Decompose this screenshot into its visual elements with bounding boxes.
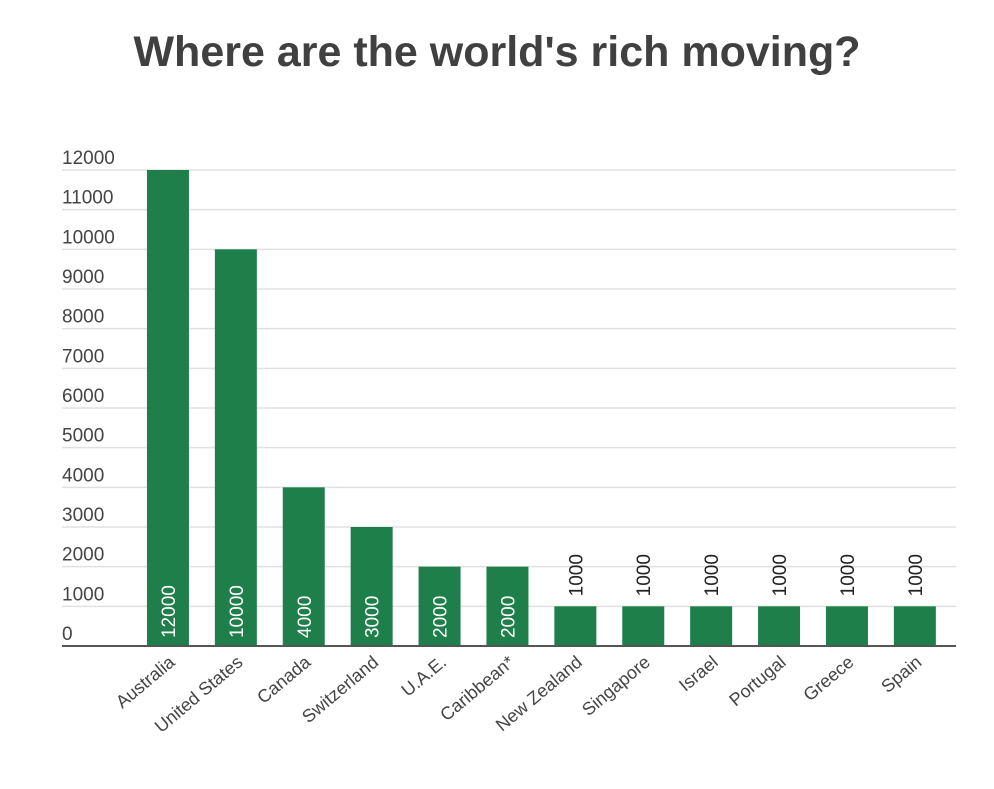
data-label: 1000 (770, 554, 791, 596)
bar (350, 527, 393, 646)
x-category-label: Spain (877, 652, 925, 697)
y-tick-label: 3000 (62, 505, 104, 526)
y-tick-label: 7000 (62, 346, 104, 367)
bar (554, 606, 597, 646)
y-tick-label: 9000 (62, 267, 104, 288)
x-category-label: Greece (799, 652, 857, 705)
x-category-label: Portugal (725, 652, 789, 710)
data-labels: 12000 10000 4000 3000 2000 2000 1000 1000 1000 10… (159, 554, 927, 638)
y-tick-label: 4000 (62, 465, 104, 486)
data-label: 1000 (634, 554, 655, 596)
chart-title: Where are the world's rich moving? (133, 28, 861, 76)
bar (146, 170, 189, 646)
data-label: 2000 (431, 596, 452, 638)
bar (622, 606, 665, 646)
y-axis-ticks: 0 1000 2000 3000 4000 5000 6000 7000 8000 9000 100… (62, 148, 115, 645)
bar (690, 606, 733, 646)
data-label: 4000 (295, 596, 316, 638)
data-label: 10000 (227, 585, 248, 638)
data-label: 1000 (702, 554, 723, 596)
y-tick-label: 6000 (62, 386, 104, 407)
data-label: 3000 (363, 596, 384, 638)
bars (146, 170, 936, 647)
bar (758, 606, 801, 646)
bar (418, 566, 461, 646)
bar (893, 606, 936, 646)
bar (486, 566, 529, 646)
y-tick-label: 8000 (62, 307, 104, 328)
y-tick-label: 5000 (62, 426, 104, 447)
y-tick-label: 2000 (62, 545, 104, 566)
x-category-label: U.A.E. (397, 652, 450, 701)
x-category-label: Israel (675, 652, 722, 696)
gridlines (62, 169, 956, 608)
data-label: 12000 (159, 585, 180, 638)
bar (282, 487, 325, 646)
y-tick-label: 0 (62, 624, 73, 645)
data-label: 1000 (838, 554, 859, 596)
y-tick-label: 11000 (62, 188, 113, 209)
x-category-label: Canada (253, 651, 315, 707)
data-label: 2000 (498, 596, 519, 638)
x-category-label: Singapore (578, 652, 654, 720)
bar (214, 249, 257, 647)
bar (825, 606, 868, 646)
x-category-label: Australia (112, 651, 179, 712)
y-tick-label: 10000 (62, 227, 115, 248)
data-label: 1000 (566, 554, 587, 596)
y-tick-label: 1000 (62, 584, 104, 605)
data-label: 1000 (906, 554, 927, 596)
y-tick-label: 12000 (62, 148, 115, 169)
